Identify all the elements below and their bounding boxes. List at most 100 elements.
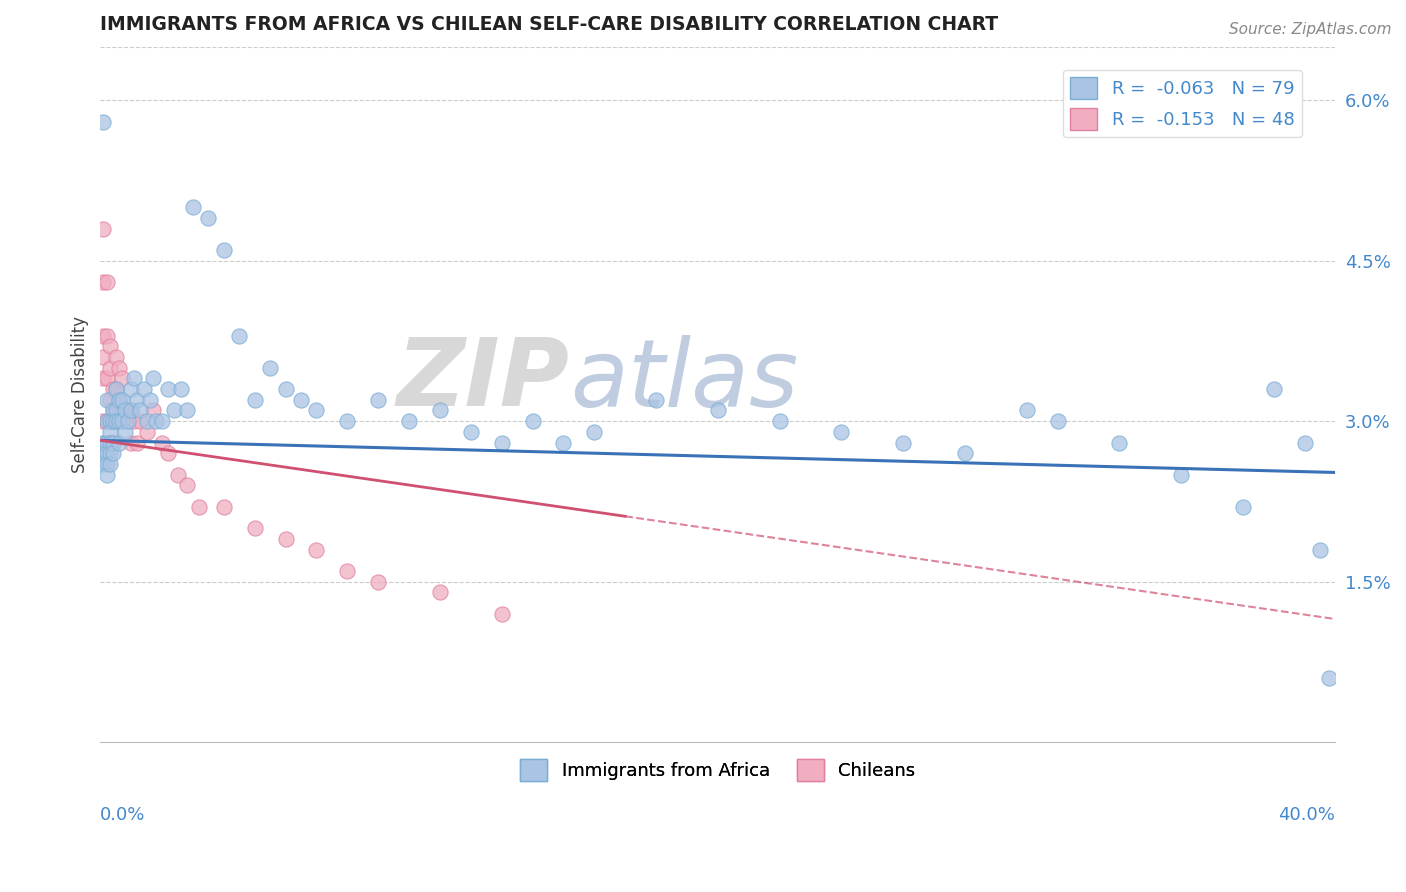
Point [101, 435, 124, 450]
Point [429, 403, 451, 417]
Point [953, 446, 976, 460]
Point [129, 414, 152, 428]
Point [98, 360, 121, 375]
Point [336, 414, 359, 428]
Point [305, 403, 328, 417]
Point [243, 521, 266, 535]
Point [243, 392, 266, 407]
Point [150, 435, 173, 450]
Point [124, 414, 146, 428]
Point [135, 414, 157, 428]
Point [98, 435, 121, 450]
Point [169, 382, 191, 396]
Point [830, 425, 852, 439]
Point [583, 425, 606, 439]
Text: Source: ZipAtlas.com: Source: ZipAtlas.com [1229, 22, 1392, 37]
Point [290, 392, 312, 407]
Point [150, 414, 173, 428]
Point [101, 403, 124, 417]
Point [117, 414, 139, 428]
Text: ZIP: ZIP [396, 334, 569, 426]
Point [104, 414, 127, 428]
Point [111, 392, 134, 407]
Point [96, 414, 118, 428]
Point [120, 435, 142, 450]
Point [120, 403, 142, 417]
Point [1263, 382, 1285, 396]
Point [1015, 403, 1038, 417]
Point [429, 585, 451, 599]
Point [176, 403, 198, 417]
Point [157, 382, 180, 396]
Point [212, 500, 235, 514]
Point [93, 328, 115, 343]
Point [114, 403, 136, 417]
Point [101, 403, 124, 417]
Point [108, 392, 131, 407]
Point [212, 243, 235, 257]
Text: 0.0%: 0.0% [100, 806, 146, 824]
Point [101, 414, 124, 428]
Point [93, 371, 115, 385]
Point [491, 435, 513, 450]
Point [157, 446, 180, 460]
Point [93, 414, 115, 428]
Point [139, 392, 162, 407]
Point [93, 221, 115, 235]
Point [129, 403, 152, 417]
Point [166, 467, 188, 482]
Point [491, 607, 513, 621]
Point [108, 360, 131, 375]
Point [197, 211, 219, 225]
Point [274, 382, 297, 396]
Point [98, 457, 121, 471]
Point [98, 425, 121, 439]
Point [1046, 414, 1069, 428]
Text: 40.0%: 40.0% [1278, 806, 1336, 824]
Point [96, 328, 118, 343]
Point [145, 414, 167, 428]
Point [1294, 435, 1316, 450]
Point [96, 392, 118, 407]
Point [104, 403, 127, 417]
Point [305, 542, 328, 557]
Point [645, 392, 668, 407]
Point [124, 371, 146, 385]
Point [132, 382, 155, 396]
Point [142, 403, 165, 417]
Point [336, 564, 359, 578]
Point [1108, 435, 1130, 450]
Point [93, 114, 115, 128]
Point [98, 435, 121, 450]
Point [96, 467, 118, 482]
Point [104, 382, 127, 396]
Point [111, 414, 134, 428]
Point [1232, 500, 1254, 514]
Point [111, 414, 134, 428]
Point [259, 360, 281, 375]
Point [111, 371, 134, 385]
Point [101, 435, 124, 450]
Point [93, 350, 115, 364]
Point [120, 403, 142, 417]
Point [93, 457, 115, 471]
Point [96, 435, 118, 450]
Point [98, 446, 121, 460]
Point [96, 414, 118, 428]
Point [769, 414, 792, 428]
Point [460, 425, 482, 439]
Point [127, 435, 149, 450]
Point [707, 403, 730, 417]
Point [114, 403, 136, 417]
Point [891, 435, 914, 450]
Point [98, 414, 121, 428]
Point [522, 414, 544, 428]
Point [367, 392, 389, 407]
Point [104, 382, 127, 396]
Point [188, 500, 211, 514]
Point [142, 371, 165, 385]
Point [96, 275, 118, 289]
Point [367, 574, 389, 589]
Point [1309, 542, 1331, 557]
Point [101, 446, 124, 460]
